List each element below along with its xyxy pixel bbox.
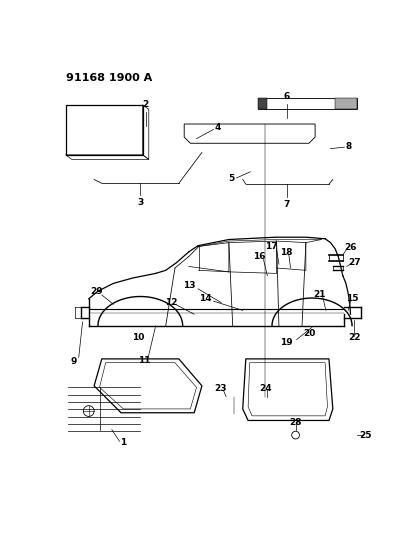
Text: 28: 28 bbox=[289, 418, 301, 427]
Text: 6: 6 bbox=[283, 92, 289, 101]
Polygon shape bbox=[334, 98, 356, 109]
Text: 10: 10 bbox=[132, 333, 144, 342]
Polygon shape bbox=[258, 98, 267, 109]
Text: 29: 29 bbox=[90, 287, 102, 296]
Text: 26: 26 bbox=[343, 243, 356, 252]
Text: 12: 12 bbox=[164, 298, 177, 307]
Text: 13: 13 bbox=[182, 281, 194, 290]
Text: 23: 23 bbox=[214, 384, 226, 393]
Text: 4: 4 bbox=[215, 123, 221, 132]
Text: 17: 17 bbox=[264, 242, 277, 251]
Text: 21: 21 bbox=[313, 290, 325, 300]
Text: 3: 3 bbox=[137, 198, 143, 207]
Text: 27: 27 bbox=[347, 258, 360, 267]
Text: 14: 14 bbox=[199, 294, 211, 303]
Text: 16: 16 bbox=[253, 252, 265, 261]
Text: 25: 25 bbox=[359, 431, 371, 440]
Text: 15: 15 bbox=[345, 294, 358, 303]
Text: 1: 1 bbox=[120, 438, 126, 447]
Text: 24: 24 bbox=[258, 384, 271, 393]
Text: 19: 19 bbox=[279, 338, 292, 347]
Text: 2: 2 bbox=[142, 100, 149, 109]
Text: 9: 9 bbox=[70, 358, 76, 367]
Text: 18: 18 bbox=[280, 248, 292, 257]
Text: 20: 20 bbox=[303, 329, 315, 338]
Text: 5: 5 bbox=[228, 174, 234, 183]
Text: 91168 1900 A: 91168 1900 A bbox=[66, 73, 151, 83]
Text: 11: 11 bbox=[138, 356, 150, 365]
Text: 8: 8 bbox=[345, 142, 351, 151]
Text: 22: 22 bbox=[347, 333, 360, 342]
Text: 7: 7 bbox=[283, 200, 289, 209]
